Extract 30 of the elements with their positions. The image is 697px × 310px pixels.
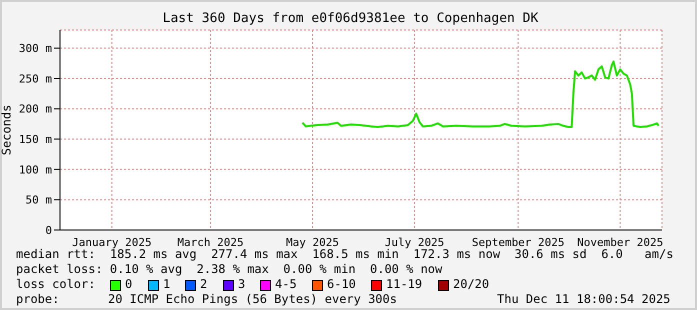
y-tick-label: 150 m: [18, 132, 52, 146]
text: 11-19: [386, 277, 422, 291]
text: 0: [125, 277, 132, 291]
text: 2: [200, 277, 208, 291]
text: packet loss: 0.10 % avg 2.38 % max 0.00 % min 0.00 % now: [16, 262, 442, 276]
y-tick-label: 100 m: [18, 163, 52, 176]
text: 1: [163, 277, 170, 291]
text: probe:: [16, 292, 60, 306]
x-tick-label: July 2025: [384, 236, 444, 249]
line-series: [301, 60, 660, 128]
x-tick-label: September 2025: [472, 236, 565, 249]
y-axis-title: Seconds: [0, 104, 14, 156]
text: Thu Dec 11 18:00:54 2025: [497, 292, 670, 306]
text: loss color:: [16, 277, 96, 291]
y-tick-label: 50 m: [26, 194, 52, 207]
y-tick-label: 0: [45, 224, 52, 237]
y-tick-label: 250 m: [18, 72, 52, 86]
x-tick-label: March 2025: [177, 236, 244, 249]
chart-title: Last 360 Days from e0f06d9381ee to Copenhagen DK: [162, 11, 540, 26]
text: 3: [238, 277, 246, 291]
text: 20 ICMP Echo Pings (56 Bytes) every 300s: [108, 292, 397, 306]
text: median rtt: 185.2 ms avg 277.4 ms max 168.5 ms min 172.3 ms now 30.6 ms sd 6.0 am/s: [16, 247, 674, 261]
x-tick-label: November 2025: [577, 236, 664, 249]
text: 4-5: [275, 277, 297, 291]
text: 6-10: [327, 277, 356, 291]
y-tick-label: 200 m: [18, 102, 52, 116]
text: 20/20: [453, 277, 490, 291]
x-tick-label: January 2025: [72, 236, 152, 249]
y-tick-label: 300 m: [18, 42, 52, 56]
x-tick-label: May 2025: [286, 236, 339, 249]
